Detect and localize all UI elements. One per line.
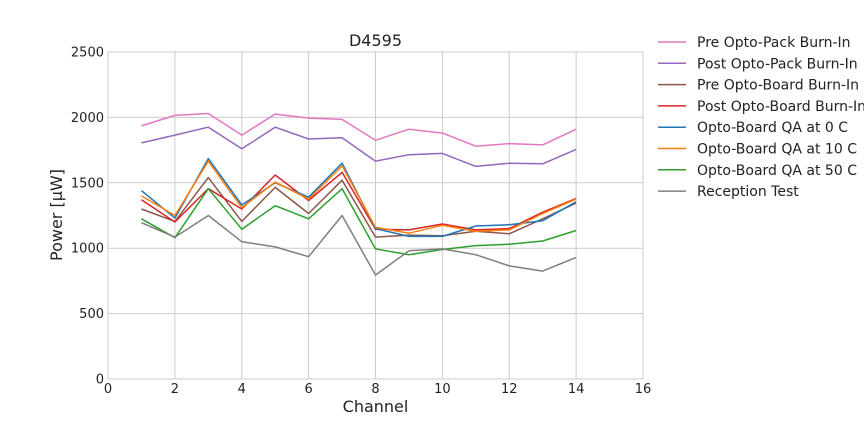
- x-tick-label: 12: [501, 382, 518, 397]
- series-line-6: [141, 160, 577, 234]
- x-tick-labels: 0 2 4 6 8 10 12 14 16: [104, 382, 651, 397]
- x-tick-label: 4: [238, 382, 246, 397]
- y-tick-label: 2000: [71, 111, 104, 126]
- series-line-7: [141, 187, 577, 256]
- series-line-8: [141, 214, 577, 276]
- series-line-3: [141, 176, 577, 238]
- x-tick-label: 0: [104, 382, 112, 397]
- legend-entry-label: Reception Test: [697, 184, 799, 200]
- plot-frame: [107, 51, 644, 380]
- series-line-4: [140, 171, 577, 231]
- x-tick-label: 14: [568, 382, 585, 397]
- x-tick-label: 2: [171, 382, 179, 397]
- x-axis-label: Channel: [343, 397, 409, 416]
- legend-entry-label: Pre Opto-Pack Burn-In: [697, 35, 851, 51]
- x-tick-label: 16: [635, 382, 652, 397]
- legend-entry-label: Opto-Board QA at 0 C: [697, 120, 848, 136]
- series-lines: [140, 112, 577, 276]
- y-tick-label: 500: [79, 307, 104, 322]
- series-line-2: [141, 126, 577, 168]
- legend-entry-label: Opto-Board QA at 50 C: [697, 163, 857, 179]
- y-tick-label: 2500: [71, 46, 104, 61]
- grid-lines: [107, 51, 644, 380]
- y-tick-labels: 0 500 1000 1500 2000 2500: [71, 46, 104, 388]
- legend-entry-label: Post Opto-Board Burn-In: [697, 99, 864, 115]
- x-tick-label: 10: [434, 382, 451, 397]
- legend-entry-label: Pre Opto-Board Burn-In: [697, 78, 859, 94]
- y-tick-label: 1000: [71, 242, 104, 257]
- y-tick-label: 0: [96, 373, 104, 388]
- legend-entry-label: Opto-Board QA at 10 C: [697, 142, 857, 158]
- legend: Pre Opto-Pack Burn-In Post Opto-Pack Burn…: [658, 35, 864, 200]
- x-tick-label: 8: [371, 382, 379, 397]
- chart-title: D4595: [349, 31, 402, 50]
- y-tick-label: 1500: [71, 176, 104, 191]
- series-line-1: [141, 112, 577, 147]
- y-axis-label: Power [μW]: [47, 169, 66, 261]
- legend-entry-label: Post Opto-Pack Burn-In: [697, 56, 858, 72]
- x-tick-label: 6: [304, 382, 312, 397]
